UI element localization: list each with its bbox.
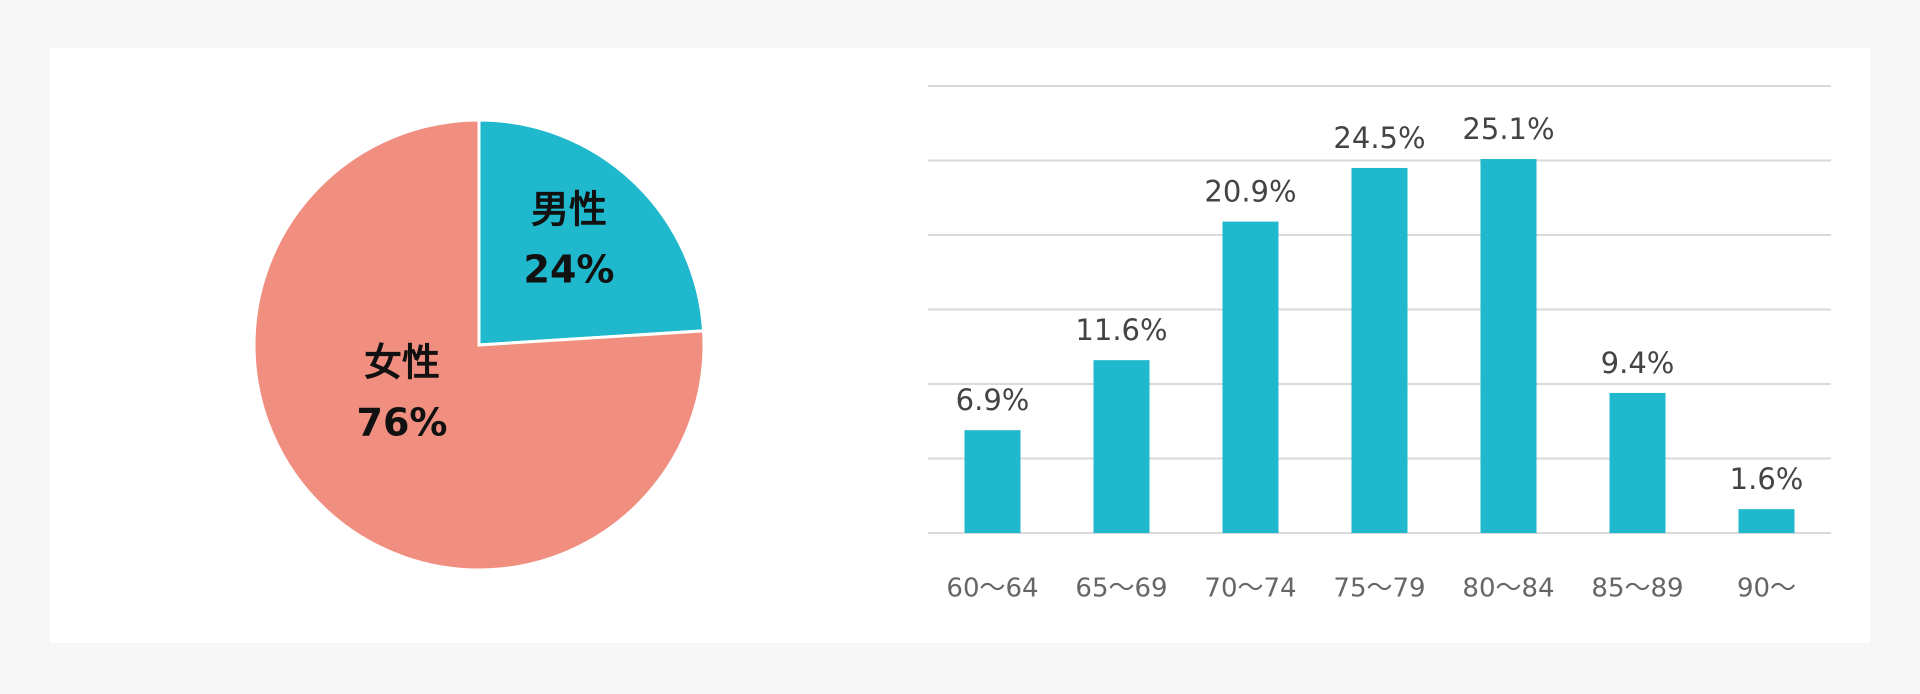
value-label: 25.1%: [1462, 112, 1554, 146]
x-tick-label: 65〜69: [1075, 574, 1167, 604]
value-label: 1.6%: [1730, 462, 1804, 496]
bar: [1738, 509, 1795, 533]
x-tick-label: 70〜74: [1204, 574, 1296, 604]
bar: [1222, 221, 1279, 533]
x-tick-label: 75〜79: [1333, 574, 1425, 604]
x-tick-label: 80〜84: [1462, 574, 1554, 604]
slice-name: 女性: [364, 341, 440, 385]
bar: [1480, 159, 1537, 533]
pie-slice: [252, 118, 706, 572]
pie-slice: [477, 118, 706, 347]
x-tick-label: 85〜89: [1591, 574, 1683, 604]
value-label: 9.4%: [1601, 346, 1675, 380]
value-label: 6.9%: [956, 383, 1030, 417]
bar: [1609, 392, 1666, 533]
value-label: 24.5%: [1333, 121, 1425, 155]
value-label: 11.6%: [1075, 313, 1167, 347]
bar: [1093, 360, 1150, 533]
bar: [1351, 167, 1408, 533]
value-label: 20.9%: [1204, 175, 1296, 209]
bar: [964, 430, 1021, 533]
slice-value: 76%: [357, 401, 448, 445]
x-tick-label: 60〜64: [946, 574, 1038, 604]
slice-name: 男性: [531, 188, 607, 232]
slice-value: 24%: [524, 248, 615, 292]
x-tick-label: 90〜: [1737, 574, 1796, 604]
